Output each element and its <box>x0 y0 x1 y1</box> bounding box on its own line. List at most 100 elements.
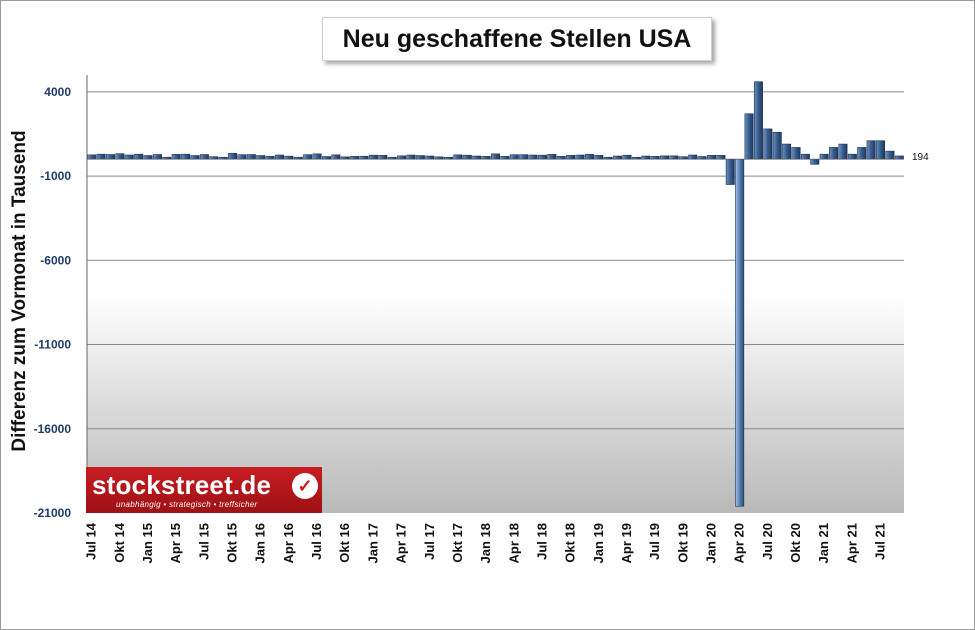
x-tick-label: Apr 21 <box>844 523 859 563</box>
bar <box>190 155 200 160</box>
bar <box>688 154 698 160</box>
x-tick-label: Apr 18 <box>506 523 521 563</box>
bar <box>772 131 782 160</box>
bar <box>321 156 331 160</box>
bar <box>791 147 801 160</box>
bar <box>857 147 867 160</box>
bar <box>453 154 463 160</box>
bar <box>406 154 416 160</box>
bar <box>152 154 162 160</box>
x-tick-label: Jan 21 <box>816 523 831 563</box>
bar <box>763 128 773 160</box>
bar <box>368 154 378 160</box>
bar <box>387 156 397 160</box>
x-tick-label: Jul 21 <box>873 523 888 560</box>
bar <box>87 154 97 160</box>
bar <box>800 153 810 160</box>
x-tick-label: Okt 14 <box>112 522 127 563</box>
x-tick-label: Jan 18 <box>478 523 493 563</box>
bar <box>162 156 172 160</box>
bar <box>425 155 435 160</box>
y-tick-label: -21000 <box>34 506 72 520</box>
x-tick-label: Jan 19 <box>591 523 606 563</box>
x-tick-label: Okt 17 <box>450 523 465 563</box>
x-tick-label: Jul 17 <box>422 523 437 560</box>
bar <box>603 156 613 160</box>
bar <box>171 154 181 160</box>
x-tick-label: Jul 14 <box>84 522 99 560</box>
bar <box>566 155 576 160</box>
bar <box>199 154 209 160</box>
x-tick-label: Apr 16 <box>281 523 296 563</box>
bar <box>181 153 191 160</box>
x-tick-label: Jul 16 <box>309 523 324 560</box>
bar <box>293 156 303 160</box>
bar <box>613 155 623 160</box>
bar <box>631 156 641 160</box>
y-tick-label: -11000 <box>34 338 71 352</box>
x-tick-label: Okt 18 <box>563 523 578 563</box>
bar <box>735 158 745 507</box>
x-tick-label: Okt 20 <box>788 523 803 563</box>
bar <box>866 140 876 160</box>
bar <box>237 154 247 160</box>
bar <box>716 155 726 160</box>
x-tick-label: Okt 15 <box>225 523 240 563</box>
bar <box>246 154 256 160</box>
x-tick-label: Jan 20 <box>703 523 718 563</box>
x-tick-label: Jan 17 <box>365 523 380 563</box>
bar <box>819 153 829 160</box>
bar <box>500 156 510 160</box>
bar <box>678 156 688 160</box>
bar <box>528 154 538 160</box>
y-tick-label: 4000 <box>44 85 71 99</box>
bar <box>124 154 134 160</box>
bar <box>96 153 106 160</box>
bar <box>340 156 350 160</box>
last-value-label: 194 <box>912 152 929 163</box>
y-tick-label: -1000 <box>40 169 71 183</box>
bar <box>472 155 482 160</box>
bar <box>434 156 444 160</box>
bar <box>660 155 670 160</box>
bar <box>556 156 566 160</box>
bar <box>134 153 144 160</box>
bar <box>509 154 519 160</box>
bar <box>782 143 792 160</box>
brand-logo: stockstreet.de unabhängig • strategisch … <box>86 467 322 513</box>
x-tick-label: Jan 15 <box>140 523 155 563</box>
x-tick-label: Apr 15 <box>168 523 183 563</box>
x-tick-label: Jul 15 <box>196 523 211 560</box>
bar <box>303 154 313 160</box>
logo-text: stockstreet.de <box>92 470 272 500</box>
bar <box>584 154 594 160</box>
x-tick-label: Apr 20 <box>732 523 747 563</box>
bar <box>594 155 604 160</box>
bar <box>537 154 547 160</box>
bar <box>378 155 388 160</box>
logo-tagline: unabhängig • strategisch • treffsicher <box>116 500 258 509</box>
x-ticks: Jul 14 Okt 14 Jan 15 Apr 15 Jul 15 Okt 15 Jan … <box>84 522 888 563</box>
x-tick-label: Jul 18 <box>534 523 549 560</box>
y-ticks: 4000 -1000 -6000 -11000 -16000 -21000 <box>34 75 88 520</box>
bar <box>415 155 425 160</box>
bar <box>397 155 407 160</box>
bar <box>265 156 275 160</box>
bar <box>876 140 886 160</box>
bar <box>218 156 228 160</box>
bar <box>105 154 115 160</box>
bar <box>669 155 679 160</box>
bar <box>312 153 322 160</box>
bar <box>838 143 848 160</box>
x-tick-label: Apr 19 <box>619 523 634 563</box>
bar <box>847 153 857 160</box>
bar <box>575 154 585 160</box>
bar <box>209 156 219 160</box>
bar <box>462 154 472 160</box>
grid-lines <box>87 91 904 430</box>
bar <box>490 153 500 160</box>
bar <box>622 154 632 160</box>
bar <box>519 154 529 160</box>
bar <box>143 155 153 160</box>
